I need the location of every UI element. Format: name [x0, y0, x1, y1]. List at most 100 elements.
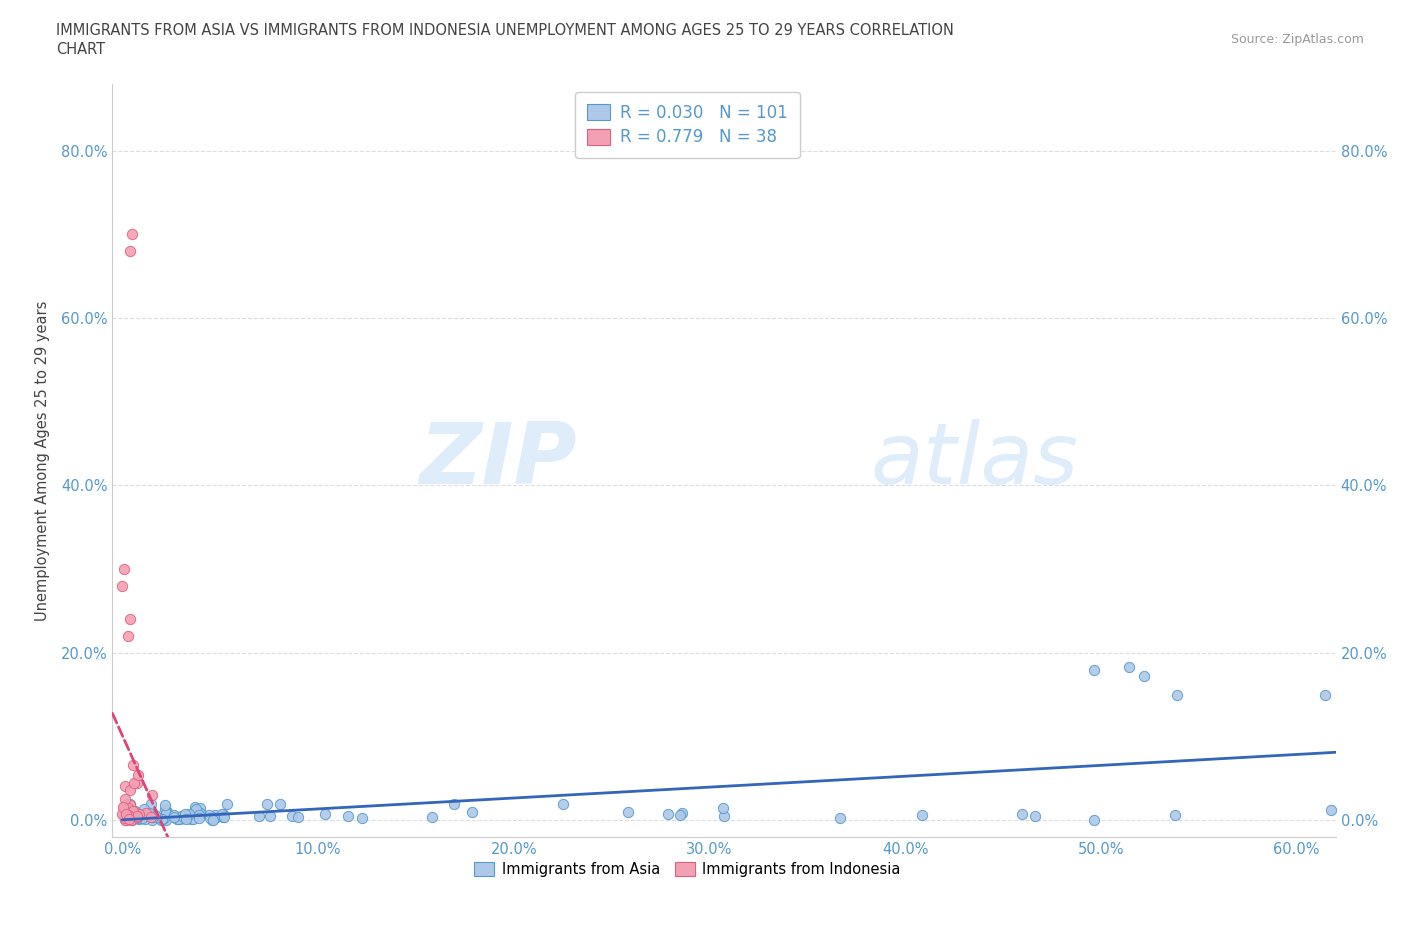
Point — [174, 806, 197, 821]
Point — [141, 812, 163, 827]
Point — [217, 796, 239, 811]
Point — [212, 809, 235, 824]
Point — [127, 808, 149, 823]
Point — [1083, 813, 1105, 828]
Text: ZIP: ZIP — [419, 418, 578, 502]
Point — [204, 808, 226, 823]
Point — [142, 810, 165, 825]
Point — [187, 810, 209, 825]
Point — [111, 806, 134, 821]
Point — [146, 810, 169, 825]
Point — [1313, 687, 1336, 702]
Point — [114, 791, 136, 806]
Point — [163, 808, 186, 823]
Point — [125, 808, 148, 823]
Point — [181, 812, 204, 827]
Point — [127, 811, 149, 826]
Point — [153, 798, 176, 813]
Point — [127, 768, 149, 783]
Point — [131, 810, 153, 825]
Point — [122, 804, 145, 819]
Point — [134, 812, 156, 827]
Point — [1118, 659, 1140, 674]
Point — [139, 809, 162, 824]
Point — [117, 801, 139, 816]
Point — [212, 806, 235, 821]
Point — [138, 805, 160, 820]
Text: Source: ZipAtlas.com: Source: ZipAtlas.com — [1230, 33, 1364, 46]
Point — [114, 801, 136, 816]
Point — [420, 809, 443, 824]
Point — [114, 812, 136, 827]
Point — [120, 783, 142, 798]
Point — [143, 807, 166, 822]
Point — [180, 812, 202, 827]
Point — [177, 806, 200, 821]
Point — [201, 813, 224, 828]
Point — [173, 811, 195, 826]
Point — [118, 805, 141, 820]
Point — [188, 808, 211, 823]
Point — [281, 809, 304, 824]
Point — [124, 804, 146, 818]
Point — [155, 804, 177, 818]
Point — [1163, 807, 1185, 822]
Point — [170, 808, 193, 823]
Point — [120, 244, 142, 259]
Point — [247, 808, 270, 823]
Point — [125, 810, 148, 825]
Point — [259, 808, 281, 823]
Point — [162, 809, 184, 824]
Point — [112, 800, 135, 815]
Point — [141, 788, 163, 803]
Point — [122, 758, 145, 773]
Point — [830, 811, 852, 826]
Point — [352, 810, 374, 825]
Point — [183, 799, 205, 814]
Point — [198, 807, 221, 822]
Point — [115, 807, 138, 822]
Point — [201, 812, 224, 827]
Point — [167, 812, 190, 827]
Point — [186, 804, 208, 818]
Point — [125, 808, 148, 823]
Point — [124, 808, 146, 823]
Point — [190, 805, 212, 820]
Point — [153, 810, 176, 825]
Point — [337, 808, 360, 823]
Point — [125, 776, 148, 790]
Point — [669, 807, 692, 822]
Point — [115, 812, 138, 827]
Point — [117, 808, 139, 823]
Point — [122, 805, 145, 820]
Point — [287, 810, 309, 825]
Point — [155, 805, 177, 820]
Point — [198, 810, 221, 825]
Legend: Immigrants from Asia, Immigrants from Indonesia: Immigrants from Asia, Immigrants from In… — [468, 856, 907, 883]
Point — [118, 812, 141, 827]
Point — [121, 804, 143, 818]
Point — [166, 811, 188, 826]
Point — [114, 811, 136, 826]
Point — [128, 811, 150, 826]
Point — [141, 809, 163, 824]
Point — [204, 810, 226, 825]
Point — [121, 227, 143, 242]
Point — [120, 612, 142, 627]
Text: atlas: atlas — [870, 418, 1078, 502]
Point — [711, 801, 734, 816]
Point — [138, 808, 160, 823]
Point — [1320, 803, 1343, 817]
Point — [169, 812, 191, 827]
Point — [1133, 669, 1156, 684]
Point — [155, 802, 177, 817]
Point — [211, 806, 233, 821]
Point — [155, 812, 177, 827]
Point — [314, 807, 336, 822]
Point — [121, 812, 143, 827]
Point — [204, 809, 226, 824]
Point — [1011, 806, 1033, 821]
Point — [150, 812, 173, 827]
Point — [121, 804, 143, 819]
Point — [114, 779, 136, 794]
